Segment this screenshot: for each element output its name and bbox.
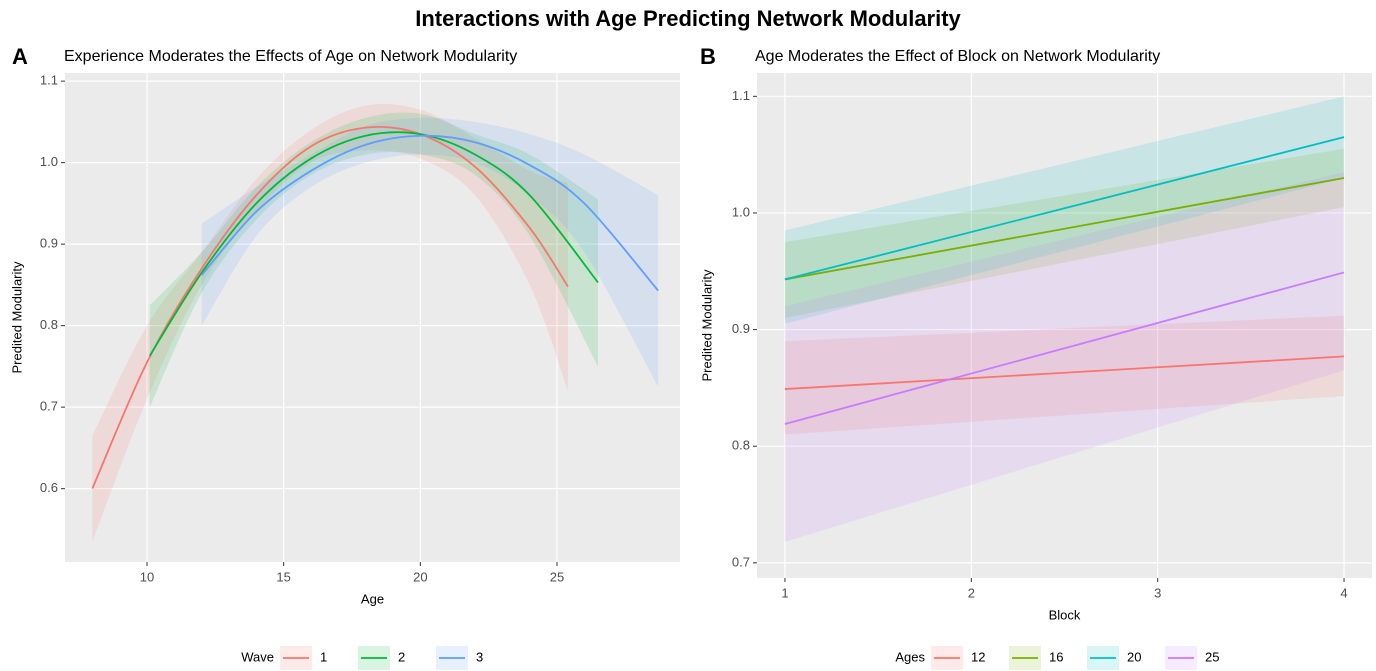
line [200,134,659,292]
plot-background [65,73,680,562]
line [148,131,599,357]
y-axis-title: Predited Modularity [9,261,24,373]
line [784,271,1345,425]
confidence-band [784,96,1345,324]
panel-title: Age Moderates the Effect of Block on Net… [755,48,1160,65]
plot-background [757,73,1372,578]
confidence-band [784,315,1345,435]
confidence-band [784,172,1345,542]
y-tick-label: 0.7 [40,399,58,414]
legend-label: 3 [476,649,483,664]
y-tick-label: 1.0 [732,204,750,219]
x-tick-label: 3 [1154,585,1161,600]
x-tick-label: 1 [781,585,788,600]
y-tick-label: 1.0 [40,154,58,169]
y-tick-label: 0.8 [40,317,58,332]
legend-label: 12 [971,649,985,664]
x-tick-label: 20 [413,569,427,584]
legend-label: 20 [1127,649,1141,664]
x-tick-label: 25 [550,569,564,584]
line [784,136,1345,281]
y-tick-label: 1.1 [732,88,750,103]
legend-title: Ages [895,649,925,664]
x-tick-label: 2 [968,585,975,600]
x-axis-title: Age [361,591,384,606]
panel-label: B [700,44,716,69]
legend-label: 2 [398,649,405,664]
x-tick-label: 10 [140,569,154,584]
y-tick-label: 0.6 [40,480,58,495]
legend-title: Wave [241,649,274,664]
x-tick-label: 15 [276,569,290,584]
line [784,177,1345,281]
x-tick-label: 4 [1340,585,1347,600]
confidence-band [201,117,659,387]
legend-label: 1 [320,649,327,664]
confidence-band [149,112,598,408]
y-tick-label: 1.1 [40,73,58,88]
line [784,355,1345,390]
x-axis-title: Block [1049,607,1081,622]
y-tick-label: 0.8 [732,438,750,453]
legend-label: 16 [1049,649,1063,664]
panel-title: Experience Moderates the Effects of Age … [64,48,517,65]
y-tick-label: 0.9 [732,321,750,336]
y-tick-label: 0.7 [732,554,750,569]
y-axis-title: Predited Modularity [699,269,714,381]
legend-label: 25 [1205,649,1219,664]
y-tick-label: 0.9 [40,236,58,251]
panel-label: A [12,44,28,69]
confidence-band [784,148,1345,318]
figure-title: Interactions with Age Predicting Network… [415,6,961,31]
